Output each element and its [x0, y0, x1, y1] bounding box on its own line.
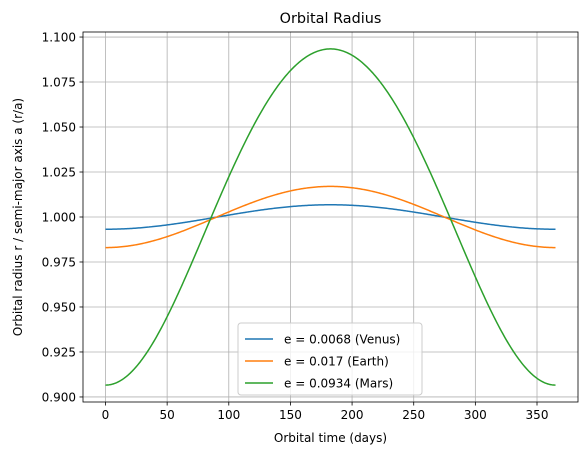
- x-tick-label: 0: [102, 408, 110, 422]
- x-tick-label: 50: [160, 408, 175, 422]
- y-tick-label: 0.900: [42, 390, 76, 404]
- series-line-mars: [105, 48, 556, 386]
- x-axis-ticks: 0 50 100 150 200 250 300 350: [102, 402, 549, 422]
- chart-title: Orbital Radius: [280, 11, 382, 27]
- x-tick-label: 300: [464, 408, 487, 422]
- plot-series: [105, 48, 556, 386]
- legend-box: [237, 322, 423, 396]
- y-tick-label: 1.025: [42, 165, 76, 179]
- legend-label-mars: e = 0.0934 (Mars): [284, 377, 393, 391]
- series-line-earth: [105, 185, 556, 249]
- y-tick-label: 0.950: [42, 300, 76, 314]
- y-tick-label: 1.075: [42, 75, 76, 89]
- legend: e = 0.0068 (Venus) e = 0.017 (Earth) e =…: [237, 322, 423, 396]
- y-tick-label: 1.050: [42, 120, 76, 134]
- x-tick-label: 250: [402, 408, 425, 422]
- y-axis-ticks: 0.900 0.925 0.950 0.975 1.000 1.025 1.050 1.075…: [42, 30, 83, 404]
- y-axis-label: Orbital radius r / semi-major axis a (r/…: [11, 98, 25, 336]
- y-tick-label: 0.975: [42, 255, 76, 269]
- y-tick-label: 1.000: [42, 210, 76, 224]
- x-tick-label: 350: [526, 408, 549, 422]
- x-axis-label: Orbital time (days): [274, 431, 387, 445]
- x-tick-label: 200: [341, 408, 364, 422]
- y-tick-label: 0.925: [42, 345, 76, 359]
- x-tick-label: 100: [217, 408, 240, 422]
- y-tick-label: 1.100: [42, 30, 76, 44]
- legend-label-earth: e = 0.017 (Earth): [284, 355, 389, 369]
- legend-label-venus: e = 0.0068 (Venus): [284, 333, 400, 347]
- x-tick-label: 150: [279, 408, 302, 422]
- series-line-venus: [105, 204, 556, 230]
